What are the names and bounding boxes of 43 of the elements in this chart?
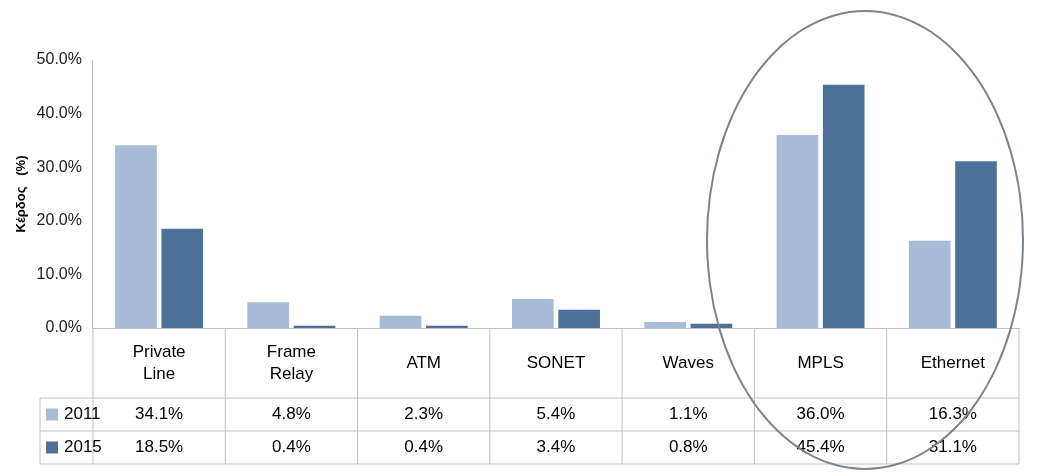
y-tick-label: 40.0%	[36, 104, 82, 122]
x-tick-label: Frame Relay	[266, 341, 316, 383]
legend-label: 2011	[64, 404, 101, 424]
data-label: 0.8%	[668, 437, 708, 457]
bar	[512, 299, 554, 328]
legend-label: 2015	[64, 437, 102, 457]
bar	[293, 325, 336, 328]
bar	[644, 322, 686, 328]
y-tick-label: 50.0%	[36, 50, 82, 68]
y-axis-title: Κέρδος (%)	[13, 155, 29, 233]
bar	[379, 315, 422, 328]
bar	[161, 228, 204, 328]
data-label: 36.0%	[796, 404, 845, 424]
bar	[822, 84, 865, 328]
x-tick-label: Waves	[662, 352, 714, 372]
y-tick-label: 10.0%	[36, 264, 82, 282]
bar	[908, 240, 951, 328]
bar	[115, 145, 157, 328]
bar	[426, 325, 468, 328]
x-tick-label: SONET	[526, 352, 586, 372]
x-tick-label: Ethernet	[920, 352, 986, 372]
data-label: 1.1%	[668, 404, 708, 424]
data-label: 34.1%	[135, 404, 184, 424]
x-tick-label: Private Line	[132, 341, 186, 383]
y-tick-label: 20.0%	[36, 211, 82, 229]
x-tick-label: MPLS	[797, 352, 844, 372]
data-label: 31.1%	[928, 437, 977, 457]
data-label: 0.4%	[272, 437, 311, 457]
data-label: 45.4%	[796, 437, 845, 457]
bar	[776, 135, 819, 328]
data-label: 4.8%	[272, 404, 311, 424]
y-tick-label: 0.0%	[45, 318, 82, 336]
bar	[247, 302, 290, 328]
data-label: 3.4%	[536, 437, 576, 457]
data-label: 0.4%	[404, 437, 444, 457]
bar	[558, 309, 600, 328]
data-label: 18.5%	[135, 437, 184, 457]
data-label: 5.4%	[536, 404, 576, 424]
y-tick-label: 30.0%	[36, 157, 82, 175]
bar	[955, 161, 997, 328]
data-label: 2.3%	[404, 404, 444, 424]
x-tick-label: ATM	[406, 352, 442, 372]
data-label: 16.3%	[928, 404, 977, 424]
